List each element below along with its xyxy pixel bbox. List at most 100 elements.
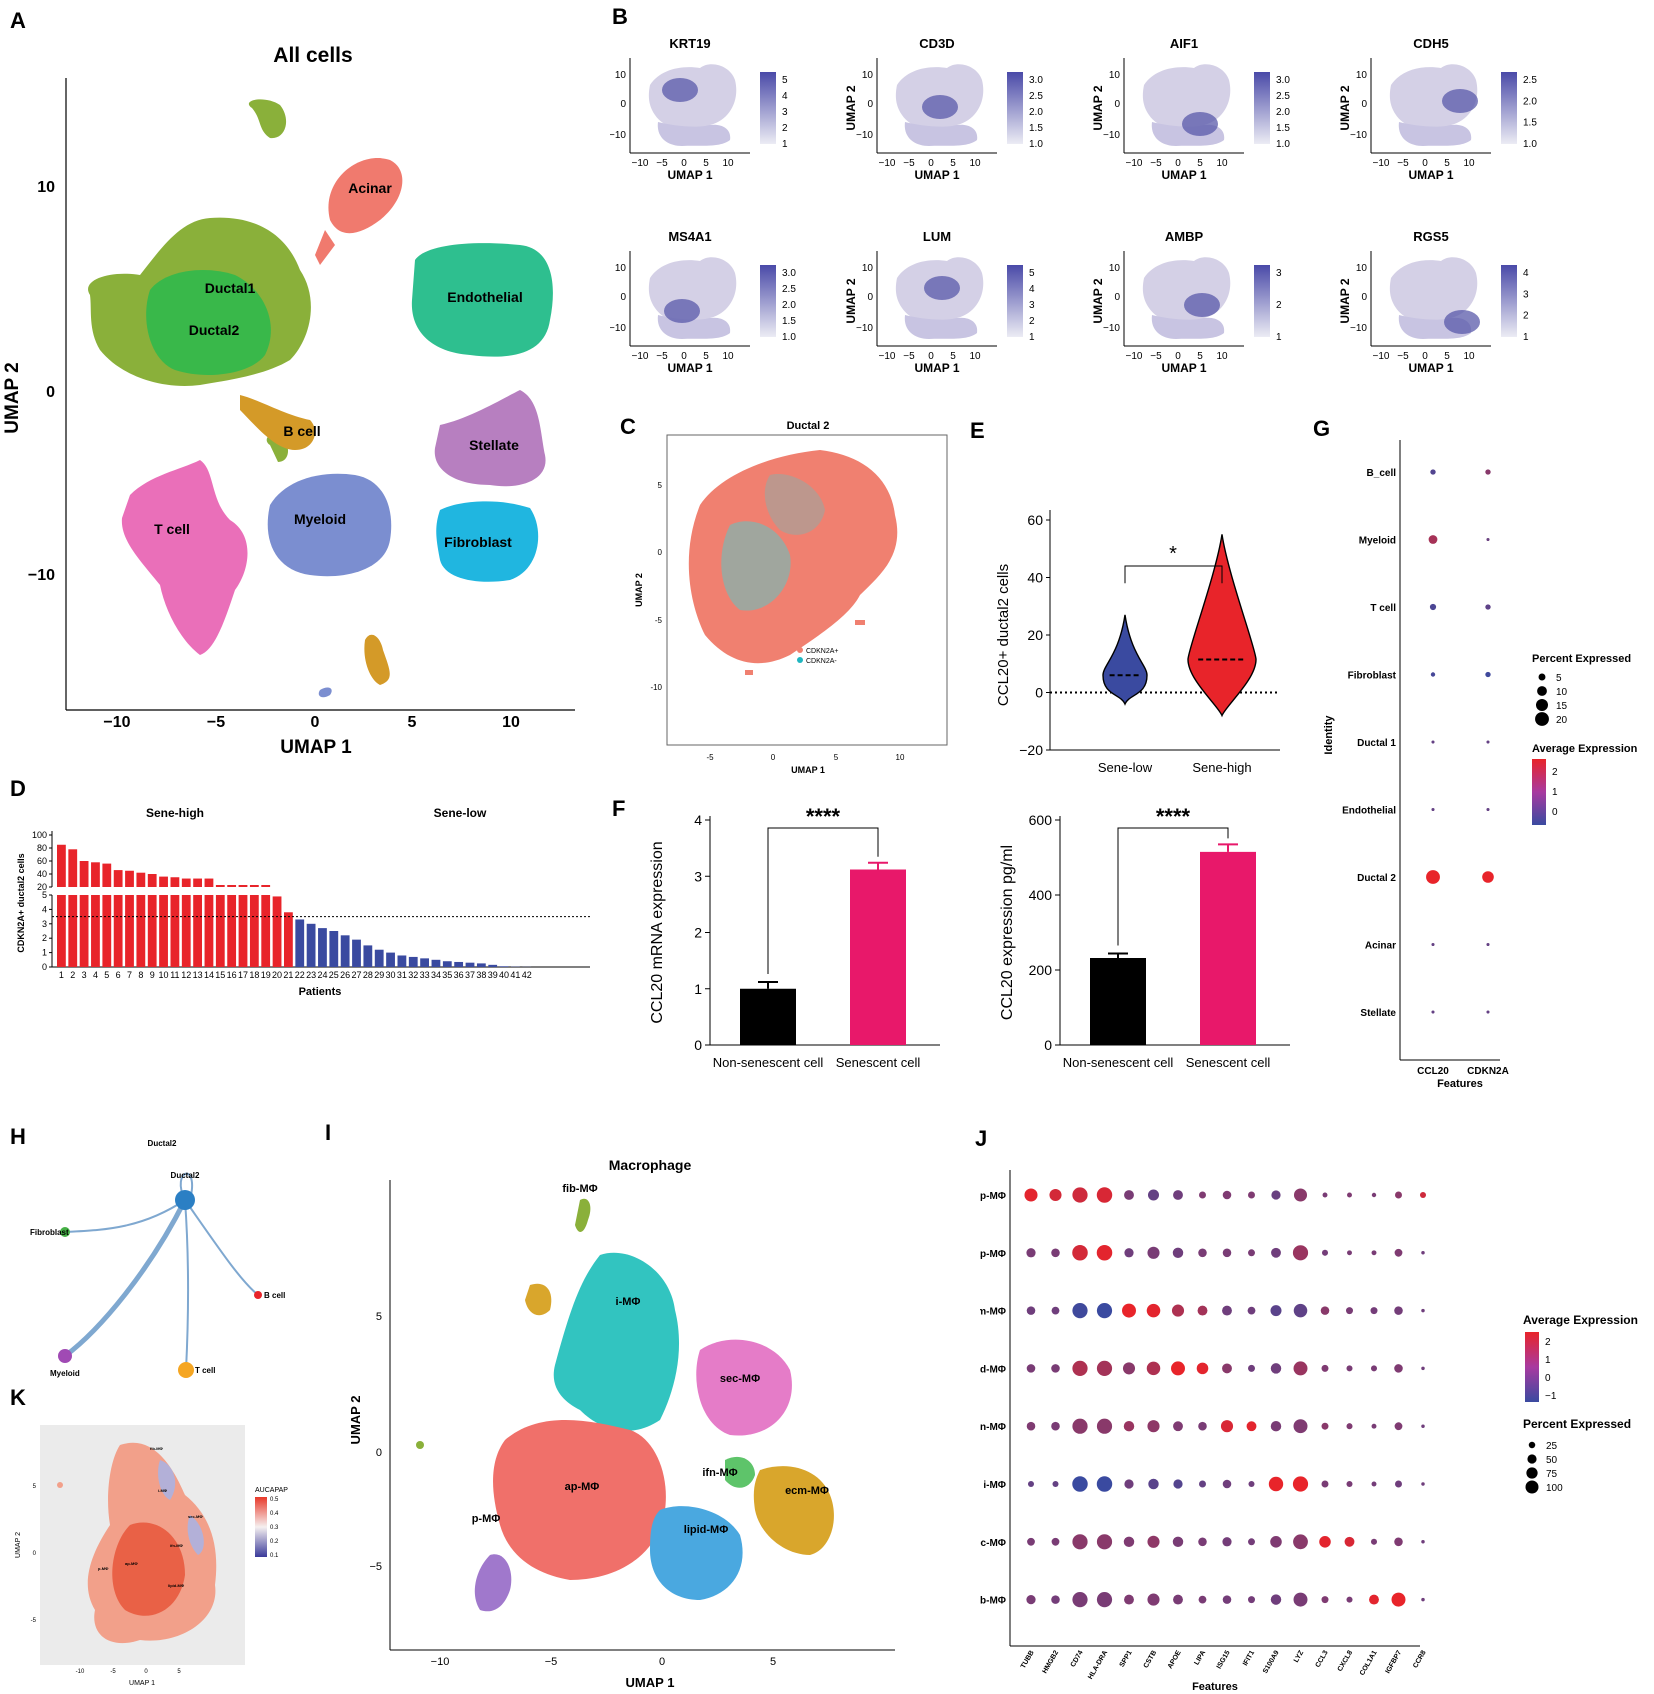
- svg-text:UMAP 2: UMAP 2: [1338, 278, 1352, 323]
- dot-0-lipa: [1199, 1191, 1206, 1199]
- tick-patient: 17: [238, 970, 248, 980]
- bar-patient-29: [374, 949, 384, 967]
- dot-0-hmgb2: [1049, 1188, 1062, 1202]
- svg-text:-10: -10: [650, 683, 662, 692]
- svg-text:−10: −10: [856, 323, 873, 334]
- svg-text:5: 5: [703, 351, 709, 362]
- tick-patient: 30: [386, 970, 396, 980]
- svg-text:−10: −10: [879, 158, 896, 169]
- panel-label-b: B: [612, 4, 628, 29]
- dot-2-isg15: [1222, 1305, 1232, 1316]
- label-tcell: T cell: [154, 521, 190, 537]
- bar-patient-30: [386, 952, 395, 967]
- dot-5-igfbp7: [1395, 1480, 1402, 1488]
- panel-c-umap: Ductal 2 CDKN2A+ CDKN2A- 5 0 -5 -10 -5 0…: [634, 420, 948, 775]
- svg-text:fib-MΦ: fib-MΦ: [562, 1183, 597, 1195]
- feature-label: TUBB: [1020, 1650, 1036, 1670]
- tick-patient: 36: [454, 970, 464, 980]
- dot-5-apoe: [1173, 1479, 1183, 1489]
- pct-legend-title: Percent Expressed: [1532, 653, 1631, 665]
- dot-1-col1a1: [1371, 1250, 1377, 1256]
- identity-label: T cell: [1370, 603, 1396, 614]
- svg-text:80: 80: [37, 843, 47, 853]
- svg-text:10: 10: [1109, 70, 1121, 81]
- dot-4-tubb: [1026, 1421, 1036, 1431]
- bar-upper-patient-9: [147, 874, 157, 887]
- feature-label: CCR8: [1412, 1649, 1428, 1669]
- svg-text:0: 0: [376, 1447, 382, 1459]
- panel-label-k: K: [10, 1385, 26, 1410]
- significance: *: [1169, 543, 1177, 565]
- svg-text:0: 0: [867, 99, 873, 110]
- dot-endothelial-ccl20: [1431, 807, 1435, 812]
- svg-text:0: 0: [1422, 351, 1428, 362]
- cluster-fibroblast: [436, 501, 539, 582]
- dot-tcell-ccl20: [1429, 603, 1437, 611]
- panel-c-yticks: 5 0 -5 -10: [650, 481, 662, 692]
- dot-0-spp1: [1124, 1190, 1134, 1200]
- dot-4-apoe: [1173, 1421, 1183, 1432]
- svg-text:−10: −10: [431, 1656, 450, 1668]
- dot-0-s100a9: [1271, 1190, 1281, 1200]
- svg-text:5: 5: [1197, 351, 1203, 362]
- svg-text:1: 1: [1552, 787, 1558, 798]
- tick-patient: 28: [363, 970, 373, 980]
- svg-text:4: 4: [1029, 284, 1035, 295]
- svg-text:−5: −5: [1150, 351, 1162, 362]
- svg-text:0: 0: [681, 351, 687, 362]
- dot-6-lipa: [1198, 1537, 1207, 1547]
- tick-patient: 11: [170, 970, 179, 980]
- feature-label: CCL3: [1315, 1649, 1330, 1668]
- dot-2-ifit1: [1247, 1306, 1256, 1315]
- svg-text:fib-MΦ: fib-MΦ: [150, 1446, 164, 1451]
- svg-text:1.5: 1.5: [1029, 123, 1043, 134]
- violin-sene-low: [1102, 614, 1148, 706]
- dot-stellate-cdkn2a: [1486, 1010, 1490, 1014]
- bar-patient-33: [420, 958, 429, 967]
- svg-text:40: 40: [1027, 570, 1043, 586]
- svg-text:1: 1: [782, 139, 788, 150]
- bar-patient-22: [295, 919, 305, 967]
- bar-patient-4: [91, 895, 100, 967]
- dot-3-col1a1: [1370, 1365, 1378, 1372]
- bar-patient-36: [454, 961, 464, 967]
- dot-7-lipa: [1198, 1595, 1207, 1604]
- svg-text:0: 0: [681, 158, 687, 169]
- svg-text:sec-MΦ: sec-MΦ: [188, 1514, 203, 1519]
- dot-0-col1a1: [1371, 1192, 1377, 1198]
- feature-label: IFIT1: [1242, 1649, 1256, 1667]
- feature-label: CCL20: [1417, 1066, 1449, 1077]
- panel-c-title: Ductal 2: [787, 420, 830, 432]
- svg-text:2.5: 2.5: [1029, 91, 1043, 102]
- cluster-myeloid: [267, 473, 392, 577]
- svg-text:1: 1: [694, 981, 702, 997]
- svg-text:−5: −5: [656, 351, 668, 362]
- svg-text:−10: −10: [1126, 351, 1143, 362]
- category-label: Senescent cell: [1186, 1055, 1271, 1070]
- bar-patient-3: [79, 895, 89, 967]
- svg-text:UMAP 1: UMAP 1: [626, 1675, 675, 1690]
- svg-text:−10: −10: [610, 130, 626, 141]
- bar-senescent-cell: [1200, 851, 1256, 1045]
- svg-text:0: 0: [1422, 158, 1428, 169]
- svg-text:40: 40: [37, 869, 47, 879]
- legend-dot-cdkn2a-pos: [797, 647, 803, 653]
- dot-6-apoe: [1172, 1536, 1184, 1548]
- feature-plot-lum: LUM 5 4 3 2 1 10 0 −10 −10 −5 0 5 10 UMAP 1 UMAP 2: [844, 229, 1035, 375]
- label-endothelial: Endothelial: [447, 289, 522, 305]
- svg-text:10: 10: [615, 263, 627, 274]
- svg-text:600: 600: [1029, 812, 1053, 828]
- svg-text:3: 3: [1523, 289, 1529, 300]
- svg-text:1.5: 1.5: [782, 316, 796, 327]
- gene-title: CDH5: [1413, 36, 1448, 51]
- dot-5-ifit1: [1248, 1480, 1255, 1488]
- svg-text:1: 1: [42, 948, 47, 958]
- svg-text:2.5: 2.5: [1276, 91, 1290, 102]
- panel-a-xticks: −10 −5 0 5 10: [103, 714, 520, 731]
- svg-text:10: 10: [1556, 687, 1568, 698]
- svg-text:75: 75: [1546, 1469, 1558, 1480]
- dot-7-cxcl8: [1346, 1596, 1353, 1603]
- svg-text:2.0: 2.0: [1276, 107, 1290, 118]
- dot-2-ccl3: [1320, 1306, 1330, 1315]
- svg-text:UMAP 1: UMAP 1: [667, 168, 712, 182]
